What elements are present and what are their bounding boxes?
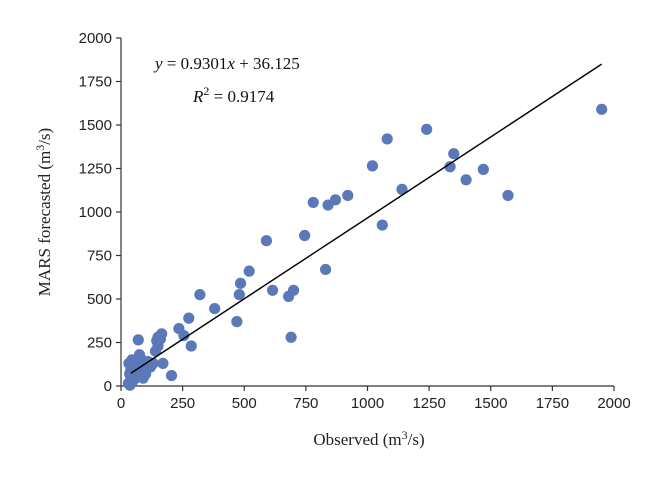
r2-value: = 0.9174 [209,87,274,106]
y-axis-title-main: MARS forecasted (m [35,151,54,296]
r2-base: R [192,87,204,106]
y-tick-label-3: 750 [87,248,112,265]
data-point-25 [231,316,243,328]
x-tick-label-6: 1500 [474,395,507,412]
data-point-13 [322,199,334,211]
y-axis-title-sup: 3 [33,145,47,151]
equation-lhs: y [153,54,163,73]
data-point-29 [183,312,195,324]
data-point-14 [319,263,332,276]
data-point-65 [122,377,134,389]
equation-line: y = 0.9301x + 36.125 [153,54,300,73]
data-point-38 [151,335,163,347]
trend-line [130,63,603,374]
data-point-22 [243,265,255,277]
x-axis-title: Observed (m3/s) [313,428,424,449]
x-tick-label-7: 1750 [536,395,569,412]
data-point-18 [285,331,297,343]
y-tick-label-4: 1000 [79,204,112,221]
data-point-6 [421,123,433,135]
y-tick-label-8: 2000 [79,30,112,47]
y-axis-title: MARS forecasted (m3/s) [33,128,54,296]
data-point-0 [596,103,608,115]
data-point-31 [173,322,185,335]
data-point-7 [396,183,408,195]
data-point-9 [376,219,388,231]
data-point-16 [299,229,311,242]
ticks: 0 250 500 750 1000 1250 1500 1750 2000 0 250 500 750… [79,30,631,412]
data-point-39 [149,345,162,357]
x-tick-label-8: 2000 [597,395,630,412]
data-point-64 [123,357,135,369]
y-tick-label-5: 1250 [79,161,112,178]
y-tick-label-0: 0 [104,378,112,395]
equation-var: x [226,54,235,73]
y-tick-label-6: 1500 [79,117,112,134]
y-tick-label-2: 500 [87,291,112,308]
data-point-33 [157,357,169,369]
x-tick-label-1: 250 [170,395,195,412]
data-point-20 [266,284,279,296]
x-tick-label-5: 1250 [412,395,445,412]
y-tick-label-7: 1750 [79,74,112,91]
r2-superscript: 2 [203,84,209,98]
x-axis-title-sup: 3 [402,428,408,442]
data-point-21 [260,235,273,247]
x-tick-label-2: 500 [232,395,257,412]
data-point-3 [460,174,472,186]
data-point-19 [283,290,295,302]
y-axis-title-tail: /s) [35,128,54,145]
data-point-2 [477,163,489,175]
r-squared-line: R2 = 0.9174 [192,84,275,106]
data-point-49 [132,334,144,346]
data-point-10 [366,160,379,172]
x-axis-title-main: Observed (m [313,430,401,449]
y-tick-label-1: 250 [87,335,112,352]
equation-mid: = 0.9301 [163,54,228,73]
data-point-15 [307,196,319,209]
data-point-63 [124,368,136,380]
data-point-28 [185,340,197,352]
x-tick-label-4: 1000 [351,395,384,412]
data-point-4 [448,148,460,160]
data-point-8 [381,133,393,145]
data-point-23 [234,277,247,289]
data-point-24 [233,289,245,301]
data-point-1 [502,189,514,202]
data-point-26 [209,302,221,315]
data-point-27 [194,289,206,301]
data-points [122,103,608,391]
x-tick-label-0: 0 [117,395,125,412]
equation-rhs: + 36.125 [235,54,300,73]
data-point-11 [342,189,354,202]
data-point-5 [444,161,456,173]
x-tick-label-3: 750 [293,395,318,412]
regression-equation: y = 0.9301x + 36.125 R2 = 0.9174 [153,54,300,106]
data-point-32 [165,369,178,382]
x-axis-title-tail: /s) [408,430,425,449]
